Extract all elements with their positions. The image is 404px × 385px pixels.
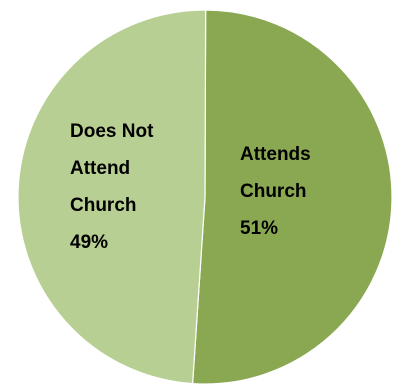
slice-label-line: Church	[240, 181, 307, 202]
slice-value-label: 51%	[240, 218, 278, 239]
slice-label-line: Attends	[240, 144, 311, 165]
pie-slices	[17, 9, 393, 385]
slice-label-line: Church	[70, 195, 137, 216]
pie-slice-attends-church	[191, 9, 393, 385]
slice-value-label: 49%	[70, 232, 108, 253]
pie-labels: Attends Church 51% Does Not Attend Church 49%	[70, 121, 311, 253]
pie-slice-does-not-attend-church	[17, 9, 207, 385]
slice-label-line: Attend	[70, 158, 130, 179]
slice-label-line: Does Not	[70, 121, 154, 142]
